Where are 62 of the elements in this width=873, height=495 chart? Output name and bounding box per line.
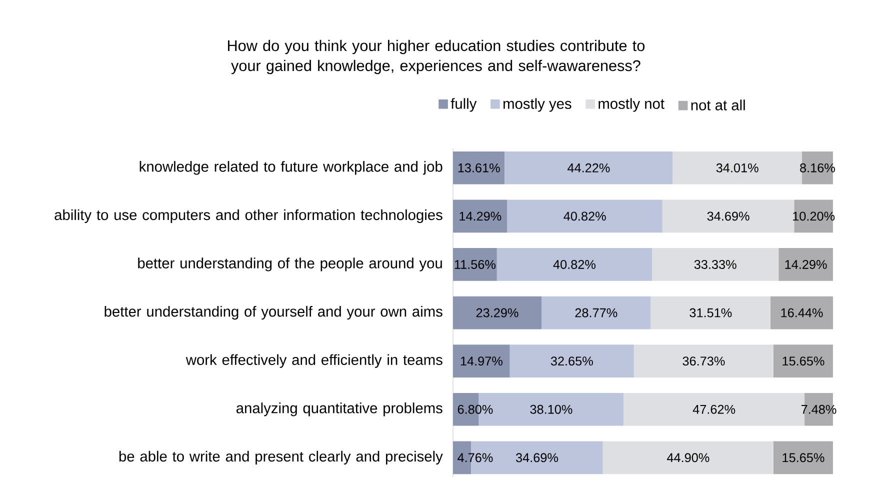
bar <box>634 344 774 378</box>
data-label: 40.82% <box>564 212 606 221</box>
data-label: 10.20% <box>793 212 835 221</box>
bar <box>453 344 510 378</box>
data-label: 36.73% <box>682 356 725 366</box>
data-label: 40.82% <box>553 260 596 269</box>
bar <box>650 296 771 330</box>
data-label: 6.80% <box>458 404 493 414</box>
bar <box>802 151 833 184</box>
bar <box>510 344 634 378</box>
bar <box>794 200 833 233</box>
bar <box>778 248 833 281</box>
data-label: 15.65% <box>782 356 824 366</box>
bar <box>507 200 662 233</box>
data-label: 4.76% <box>458 453 493 462</box>
data-label: 34.69% <box>516 453 558 462</box>
data-label: 47.62% <box>692 404 736 414</box>
bar <box>774 344 833 378</box>
data-label: 14.29% <box>785 260 827 269</box>
data-label: 13.61% <box>458 163 500 172</box>
bar <box>652 248 779 281</box>
bar <box>453 200 508 233</box>
bar <box>453 248 497 281</box>
y-tick-label: work effectively and efficiently in teams <box>186 354 442 368</box>
bar <box>496 248 652 281</box>
bar <box>770 296 833 330</box>
legend-label: mostly yes <box>504 98 572 112</box>
chart-title: How do you think your higher education studies contribute to your gained knowledge, experiences and self-wawareness? <box>228 40 645 74</box>
legend-label: fully <box>450 98 477 112</box>
y-tick-label: be able to write and present clearly and precisely <box>119 450 443 464</box>
y-tick-label: knowledge related to future workplace and job <box>140 161 442 175</box>
data-label: 32.65% <box>550 356 593 366</box>
bar <box>602 441 774 474</box>
data-label: 23.29% <box>476 308 518 318</box>
legend-label: mostly not <box>598 98 664 112</box>
y-tick-label: better understanding of the people around you <box>138 258 442 272</box>
bar <box>662 200 794 233</box>
data-label: 8.16% <box>800 163 835 172</box>
data-label: 34.01% <box>716 163 758 172</box>
bar <box>453 151 505 184</box>
y-tick-label: better understanding of yourself and your own aims <box>104 306 442 320</box>
data-label: 44.90% <box>667 453 710 462</box>
data-label: 11.56% <box>454 260 496 269</box>
bar <box>453 296 542 330</box>
bar <box>541 296 651 330</box>
data-label: 14.29% <box>460 212 502 221</box>
data-label: 15.65% <box>782 453 824 462</box>
bar <box>774 441 833 474</box>
data-label: 7.48% <box>801 404 836 414</box>
y-tick-label: analyzing quantitative problems <box>236 402 442 416</box>
data-label: 16.44% <box>781 308 823 318</box>
legend-label: not at all <box>691 100 745 110</box>
data-label: 31.51% <box>690 308 732 318</box>
bar <box>504 151 673 184</box>
bar <box>672 151 802 184</box>
data-label: 44.22% <box>568 163 610 172</box>
y-tick-label: ability to use computers and other information technologies <box>54 209 442 223</box>
data-label: 38.10% <box>530 404 572 414</box>
data-label: 14.97% <box>460 356 502 366</box>
data-label: 33.33% <box>694 260 736 269</box>
data-label: 28.77% <box>575 308 618 318</box>
data-label: 34.69% <box>707 212 750 221</box>
